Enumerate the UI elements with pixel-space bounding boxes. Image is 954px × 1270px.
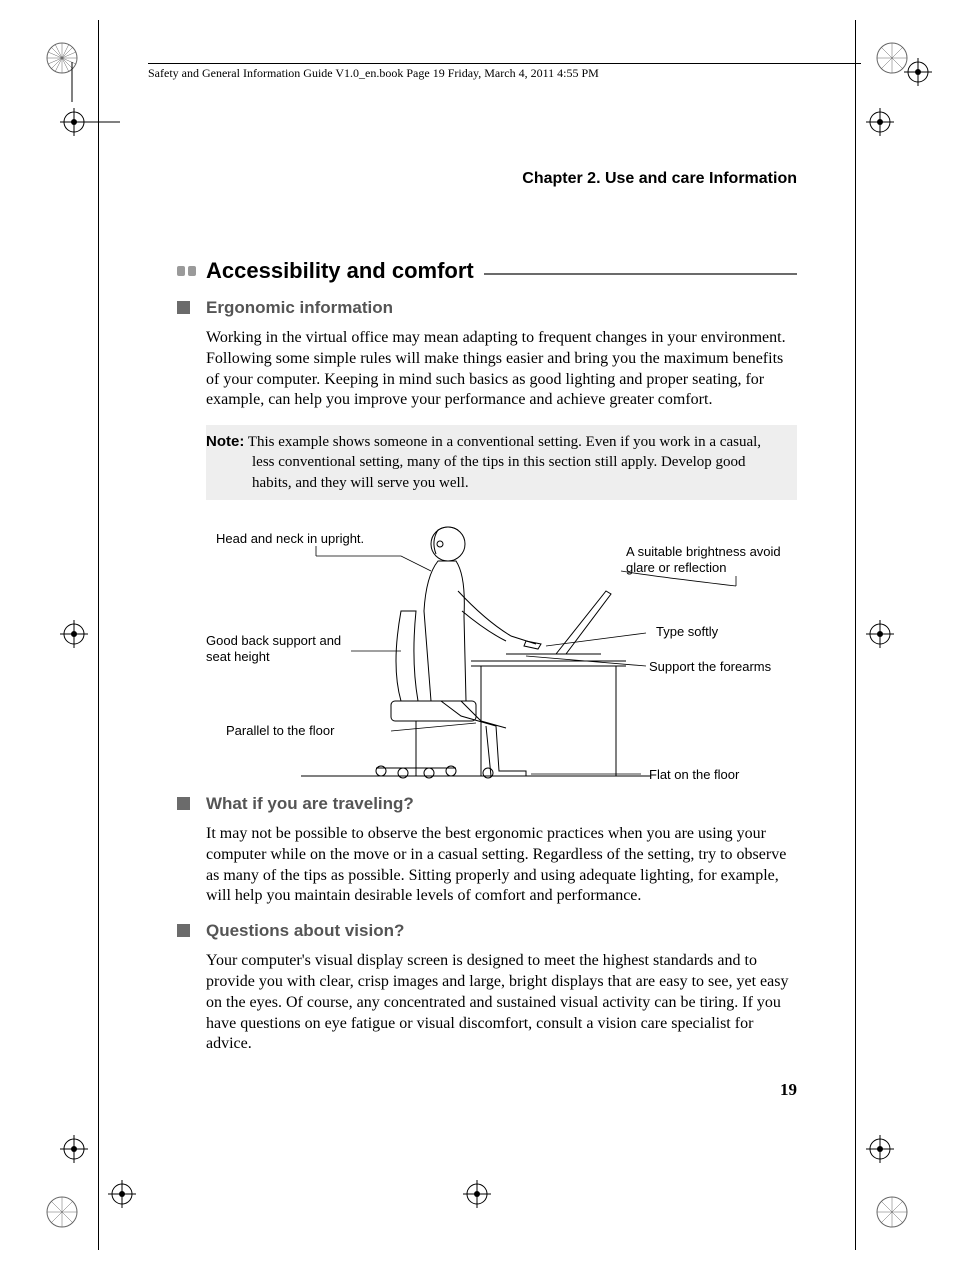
label-parallel: Parallel to the floor xyxy=(226,723,334,739)
label-brightness: A suitable brightness avoid glare or ref… xyxy=(626,544,786,577)
reg-mark-right-4 xyxy=(904,58,932,86)
page-number: 19 xyxy=(780,1080,797,1100)
reg-mark-left-1 xyxy=(60,108,88,136)
body-ergonomic: Working in the virtual office may mean a… xyxy=(206,328,797,411)
reg-mark-left-2 xyxy=(60,620,88,648)
reg-mark-right-2 xyxy=(866,620,894,648)
crop-line-right xyxy=(855,80,856,1190)
crop-line-left xyxy=(98,80,99,1190)
subsection-traveling: What if you are traveling? xyxy=(177,794,797,814)
body-traveling: It may not be possible to observe the be… xyxy=(206,824,797,907)
note-box: Note: This example shows someone in a co… xyxy=(206,425,797,500)
square-bullet-icon xyxy=(177,924,190,937)
label-head: Head and neck in upright. xyxy=(216,531,364,547)
reg-mark-left-3 xyxy=(60,1135,88,1163)
square-bullet-icon xyxy=(177,797,190,810)
section-rule xyxy=(484,273,797,275)
reg-mark-left-4 xyxy=(108,1180,136,1208)
sub-title-ergonomic: Ergonomic information xyxy=(206,298,393,318)
label-back: Good back support and seat height xyxy=(206,633,346,666)
label-flat: Flat on the floor xyxy=(649,767,739,783)
label-forearms: Support the forearms xyxy=(649,659,771,675)
label-type: Type softly xyxy=(656,624,718,640)
header-text: Safety and General Information Guide V1.… xyxy=(148,66,599,80)
subsection-ergonomic: Ergonomic information xyxy=(177,298,797,318)
chapter-title: Chapter 2. Use and care Information xyxy=(177,170,797,188)
reg-mark-right-3 xyxy=(866,1135,894,1163)
section-title: Accessibility and comfort xyxy=(206,258,474,284)
sub-title-traveling: What if you are traveling? xyxy=(206,794,414,814)
note-label: Note: xyxy=(206,433,244,450)
body-vision: Your computer's visual display screen is… xyxy=(206,951,797,1055)
section-header: Accessibility and comfort xyxy=(177,258,797,284)
section-bullet-icon xyxy=(177,266,196,276)
sub-title-vision: Questions about vision? xyxy=(206,921,404,941)
reg-mark-right-1 xyxy=(866,108,894,136)
note-text: This example shows someone in a conventi… xyxy=(244,434,761,491)
reg-mark-center-bottom xyxy=(463,1180,491,1208)
square-bullet-icon xyxy=(177,301,190,314)
running-header: Safety and General Information Guide V1.… xyxy=(148,63,861,81)
subsection-vision: Questions about vision? xyxy=(177,921,797,941)
ergonomic-diagram: Head and neck in upright. A suitable bri… xyxy=(206,516,797,786)
crop-mark-bottom-right xyxy=(832,1178,912,1228)
